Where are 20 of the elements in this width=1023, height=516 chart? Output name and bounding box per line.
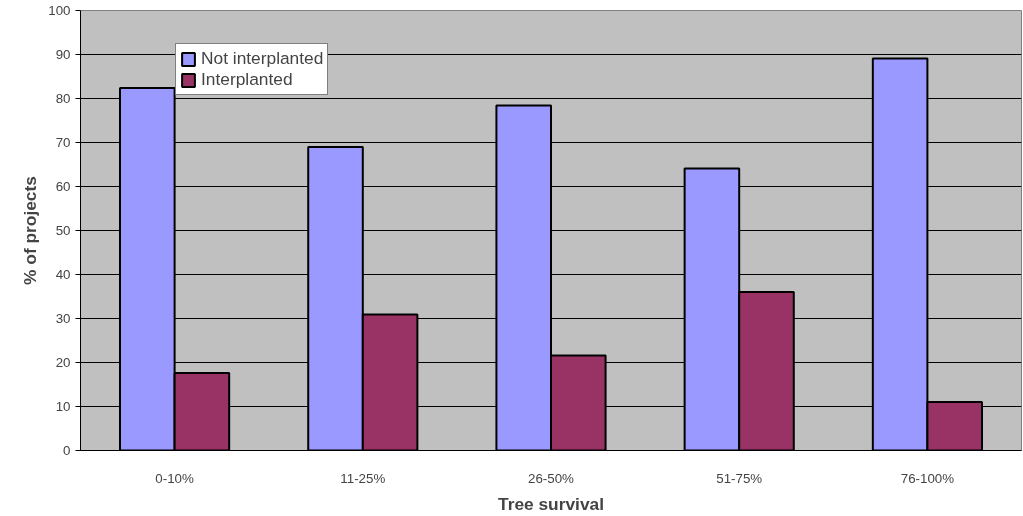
y-tick-label: 90 [55, 47, 71, 62]
y-tick-label: 100 [48, 3, 71, 18]
legend-label: Not interplanted [201, 48, 324, 69]
legend-label: Interplanted [201, 69, 293, 90]
y-tick-label: 0 [63, 443, 71, 458]
y-tick-label: 80 [55, 91, 71, 106]
x-tick-label: 11-25% [340, 470, 386, 486]
x-tick-label: 76-100% [900, 470, 955, 486]
y-tick-label: 10 [55, 399, 71, 414]
y-tick-label: 50 [55, 223, 71, 238]
y-axis-title: % of projects [20, 176, 41, 285]
x-tick-label: 26-50% [528, 470, 575, 486]
y-tick-label: 20 [55, 355, 71, 370]
x-tick-label: 51-75% [716, 470, 763, 486]
y-tick-label: 40 [55, 267, 71, 282]
x-axis-title: Tree survival [498, 493, 604, 514]
y-tick-label: 30 [55, 311, 71, 326]
y-tick-label: 70 [55, 135, 71, 150]
y-tick-label: 60 [55, 179, 71, 194]
x-tick-label: 0-10% [155, 470, 195, 486]
